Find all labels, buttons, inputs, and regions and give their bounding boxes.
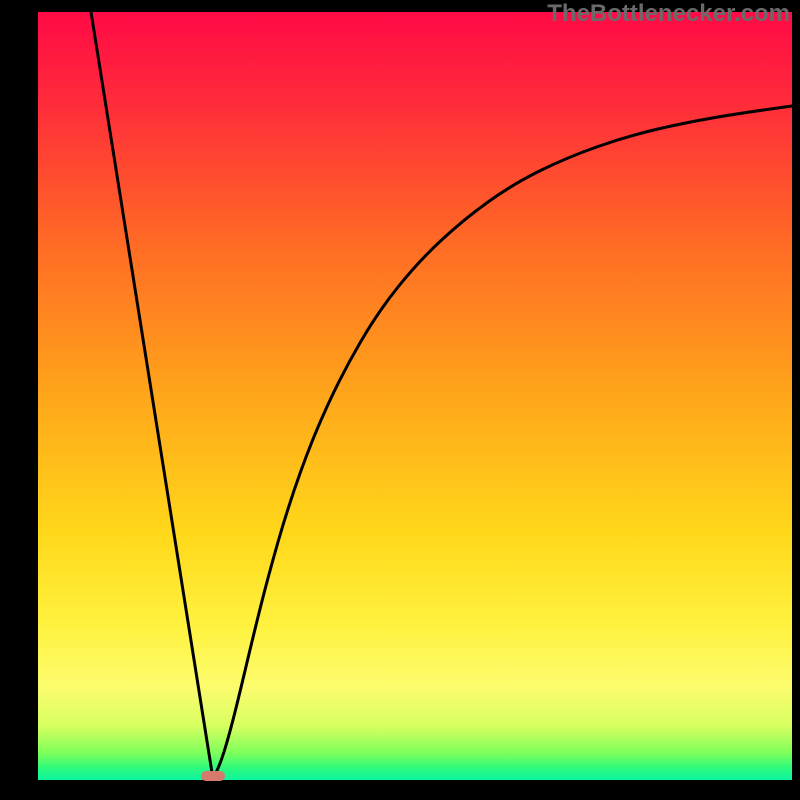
- optimal-point-marker: [201, 771, 225, 781]
- chart-container: TheBottlenecker.com: [0, 0, 800, 800]
- watermark-text: TheBottlenecker.com: [547, 0, 790, 28]
- plot-area: [38, 12, 792, 780]
- bottleneck-curve: [38, 12, 792, 780]
